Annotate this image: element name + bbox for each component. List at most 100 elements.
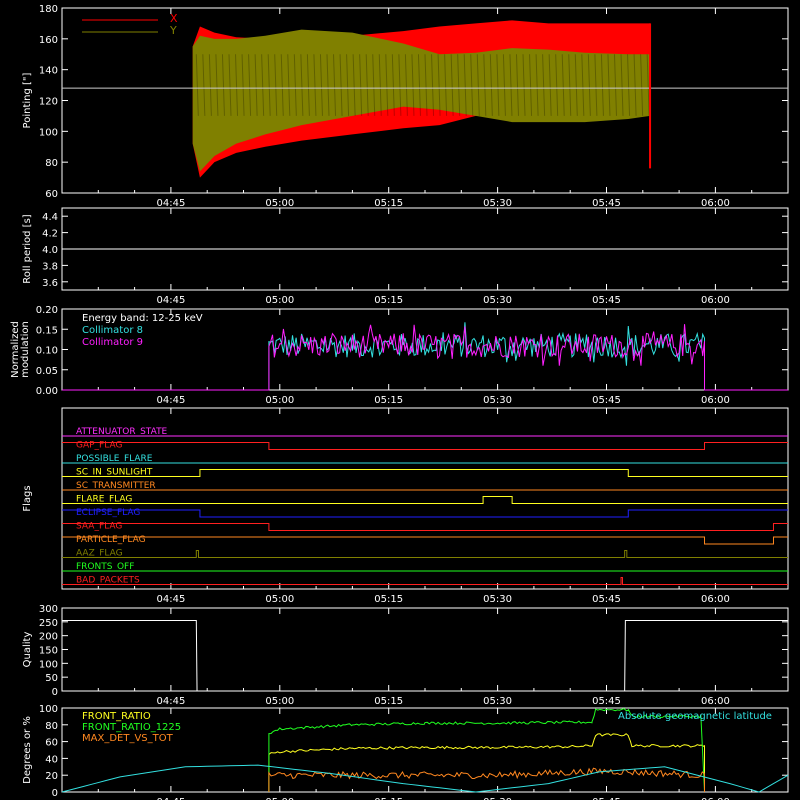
pointing-oscillation: [561, 54, 565, 116]
pointing-time-tick-label: 04:45: [156, 198, 185, 209]
pointing-oscillation: [574, 54, 578, 116]
pointing-oscillation: [555, 54, 559, 116]
pointing-oscillation: [613, 54, 617, 116]
quality-y-tick-label: 200: [39, 632, 58, 643]
pointing-oscillation: [470, 54, 474, 116]
pointing-oscillation: [463, 54, 467, 116]
quality-y-tick-label: 300: [39, 604, 58, 615]
pointing-oscillation: [352, 54, 356, 116]
front_ratio-y-tick-label: 80: [45, 721, 58, 732]
roll-y-tick-label: 4.2: [42, 229, 58, 240]
pointing-oscillation: [587, 54, 591, 116]
quality-line: [62, 619, 788, 692]
pointing-oscillation: [522, 54, 526, 116]
modulation-ylabel-line2: modulation: [20, 321, 31, 378]
front_ratio-y-tick-label: 0: [52, 788, 58, 799]
pointing-oscillation: [404, 54, 408, 116]
pointing-oscillation: [489, 54, 493, 116]
pointing-oscillation: [437, 54, 441, 116]
pointing-oscillation: [215, 54, 219, 116]
flag-label-attenuator_state: ATTENUATOR_STATE: [76, 427, 168, 437]
flag-line-saa_flag: [62, 523, 788, 531]
pointing-ylabel: Pointing ["]: [22, 72, 33, 128]
pointing-oscillation: [241, 54, 245, 116]
flag-label-particle_flag: PARTICLE_FLAG: [76, 535, 146, 545]
pointing-y-tick-label: 140: [39, 66, 58, 77]
pointing-y-tick-label: 120: [39, 97, 58, 108]
front-legend-front-ratio-1225: FRONT_RATIO_1225: [82, 722, 181, 733]
pointing-oscillation: [221, 54, 225, 116]
front-legend-front-ratio: FRONT_RATIO: [82, 711, 151, 722]
pointing-oscillation: [346, 54, 350, 116]
roll-panel: 04:45 05:00 05:15 05:30 05:45 06:00 3.6 3.8 4.0 4…: [22, 207, 789, 306]
pointing-oscillation: [548, 54, 552, 116]
pointing-oscillation: [261, 54, 265, 116]
flag-label-eclipse_flag: ECLIPSE_FLAG: [76, 508, 140, 518]
quality-time-tick-label: 05:30: [483, 696, 512, 707]
quality-panel: 04:45 05:00 05:15 05:30 05:45 06:00 0 50 100 150 2…: [22, 604, 789, 707]
front_ratio-y-tick-label: 100: [39, 704, 58, 715]
flag-line-bad_packets: [62, 577, 788, 585]
pointing-band-y: [192, 29, 651, 172]
front_ratio-ylabel: Degrees or %: [22, 716, 33, 784]
front_ratio-time-tick-label: 06:00: [701, 797, 730, 800]
pointing-time-tick-label: 05:15: [374, 198, 403, 209]
pointing-oscillation: [607, 54, 611, 116]
flags-ylabel: Flags: [22, 485, 33, 511]
pointing-time-tick-label: 05:00: [265, 198, 294, 209]
modulation-y-tick-label: 0.15: [36, 325, 58, 336]
modulation-time-tick-label: 05:15: [374, 395, 403, 406]
modulation-time-tick-label: 05:45: [592, 395, 621, 406]
flag-label-fronts_off: FRONTS_OFF: [76, 562, 134, 572]
pointing-oscillation: [627, 54, 631, 116]
flag-line-aaz_flag: [62, 550, 788, 558]
quality-time-tick-label: 05:45: [592, 696, 621, 707]
flag-label-sc_transmitter: SC_TRANSMITTER: [76, 481, 156, 491]
quality-time-tick-label: 04:45: [156, 696, 185, 707]
modulation-time-tick-label: 06:00: [701, 395, 730, 406]
roll-y-tick-label: 4.4: [42, 212, 58, 223]
pointing-legend-label-x: X: [170, 12, 178, 25]
front-series-front-ratio-1225: [268, 707, 706, 793]
quality-y-tick-label: 250: [39, 618, 58, 629]
pointing-oscillation: [444, 54, 448, 116]
pointing-oscillation: [385, 54, 389, 116]
pointing-plot-area: [62, 20, 788, 178]
pointing-oscillation: [248, 54, 252, 116]
pointing-time-tick-label: 05:30: [483, 198, 512, 209]
pointing-y-tick-label: 180: [39, 4, 58, 15]
flag-label-bad_packets: BAD_PACKETS: [76, 576, 140, 586]
front_ratio-y-tick-label: 60: [45, 738, 58, 749]
pointing-oscillation: [646, 54, 650, 116]
pointing-oscillation: [581, 54, 585, 116]
quality-y-tick-label: 50: [45, 673, 58, 684]
flag-line-eclipse_flag: [62, 509, 788, 518]
pointing-oscillation: [529, 54, 533, 116]
front-annotation-geomagnetic: Absolute geomagnetic latitude: [618, 711, 772, 722]
pointing-oscillation: [424, 54, 428, 116]
roll-time-tick-label: 05:00: [265, 295, 294, 306]
modulation-legend-collimator8: Collimator 8: [82, 325, 143, 336]
modulation-series-collimator8: [62, 322, 788, 391]
modulation-legend-collimator9: Collimator 9: [82, 337, 143, 348]
flag-line-particle_flag: [62, 536, 788, 545]
pointing-oscillation: [280, 54, 284, 116]
pointing-panel: 04:45 05:00 05:15 05:30 05:45 06:00 60 80 100 120…: [22, 4, 789, 209]
pointing-y-tick-label: 160: [39, 35, 58, 46]
modulation-panel: 04:45 05:00 05:15 05:30 05:45 06:00 0.00 0.05 0.…: [10, 305, 789, 406]
roll-ylabel: Roll period [s]: [22, 214, 33, 283]
pointing-oscillation: [300, 54, 304, 116]
pointing-oscillation: [398, 54, 402, 116]
pointing-oscillation: [313, 54, 317, 116]
pointing-oscillation: [195, 54, 199, 116]
flags-time-tick-label: 05:30: [483, 594, 512, 605]
pointing-oscillation: [359, 54, 363, 116]
front_ratio-time-tick-label: 05:15: [374, 797, 403, 800]
roll-y-tick-label: 3.6: [42, 278, 58, 289]
front-series-geomagnetic-latitude: [61, 764, 789, 793]
pointing-oscillation: [457, 54, 461, 116]
modulation-y-tick-label: 0.10: [36, 346, 58, 357]
flags-time-tick-label: 06:00: [701, 594, 730, 605]
flags-time-tick-label: 05:15: [374, 594, 403, 605]
